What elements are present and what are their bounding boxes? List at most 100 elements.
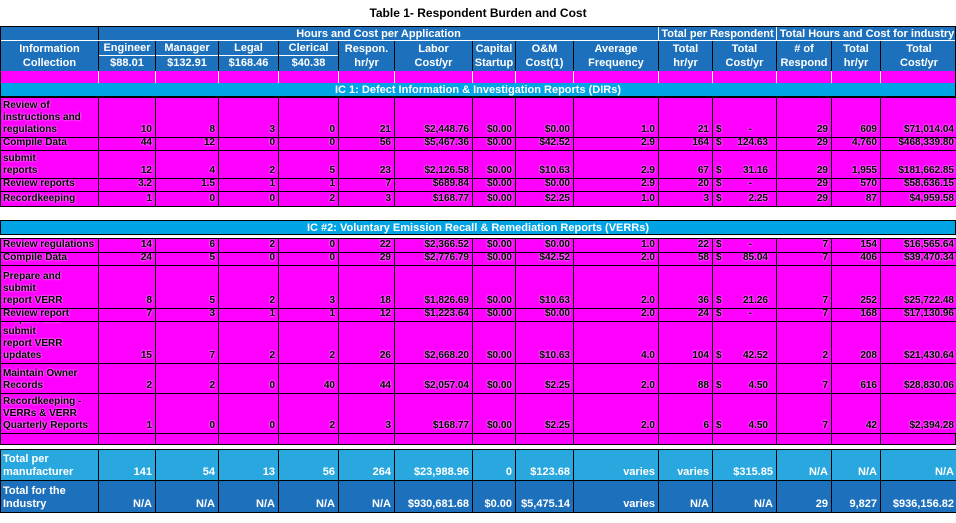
data-cell: $1,826.69 (395, 266, 473, 309)
separator-row-top (1, 71, 955, 83)
data-cell: 12 (339, 309, 395, 322)
data-cell: 7 (777, 253, 832, 266)
column-header-cell: Average Frequency (574, 41, 659, 71)
total-cell: 29 (777, 481, 832, 512)
data-cell: $42.52 (713, 322, 777, 364)
column-header-cell: Total Cost/yr (881, 41, 956, 71)
total-cell: N/A (659, 481, 713, 512)
data-cell: 1 (219, 179, 279, 192)
data-cell: 22 (659, 239, 713, 253)
separator-cell (1, 434, 99, 444)
column-header-sub: Cost(1) (525, 57, 564, 69)
total-cell: N/A (832, 450, 881, 481)
column-header-cell: Clerical $40.38 (279, 41, 339, 71)
data-cell: 104 (659, 322, 713, 364)
separator-cell (99, 434, 156, 444)
data-cell: $2,776.79 (395, 253, 473, 266)
data-cell: 18 (339, 266, 395, 309)
separator-cell (156, 71, 219, 83)
amount: - (748, 124, 752, 135)
data-cell: $85.04 (713, 253, 777, 266)
data-cell: $0.00 (473, 179, 516, 192)
amount: 2.25 (748, 193, 768, 204)
data-cell: $168.77 (395, 192, 473, 206)
data-cell: 7 (339, 179, 395, 192)
data-cell: $0.00 (516, 179, 574, 192)
column-header-name: Labor (418, 43, 449, 55)
table-row: Review reports 3.2 1.5 1 1 7 $689.84 $0.00 $0.00… (1, 179, 956, 192)
data-cell: 3 (339, 192, 395, 206)
data-cell: 5 (279, 151, 339, 179)
data-cell: 7 (777, 239, 832, 253)
section-ic1-rows: Review of instructions and regulations 10… (0, 97, 956, 207)
data-cell: 0 (156, 192, 219, 206)
dollar-sign: $ (716, 350, 722, 361)
data-cell: 44 (339, 364, 395, 394)
total-cell: N/A (279, 481, 339, 512)
table-row: Review regulations 14 6 2 0 22 $2,366.52 $0.00 $… (1, 239, 956, 253)
column-header-name: Total (731, 43, 758, 55)
data-cell: 42 (832, 394, 881, 434)
data-cell: $2,366.52 (395, 239, 473, 253)
data-cell: 8 (99, 266, 156, 309)
data-cell: 1.0 (574, 239, 659, 253)
data-cell: 2 (777, 322, 832, 364)
separator-row-bottom (1, 434, 955, 444)
data-cell: $4.50 (713, 364, 777, 394)
band-gap (0, 235, 956, 238)
total-cell: $0.00 (473, 481, 516, 512)
data-cell: 1.5 (156, 179, 219, 192)
total-cell: varies (574, 481, 659, 512)
row-label: Maintain Owner Records (1, 364, 99, 394)
column-header-cell: Capital Startup (473, 41, 516, 71)
group-hours-cost-per-application: Hours and Cost per Application (99, 27, 659, 40)
data-cell: 0 (219, 253, 279, 266)
data-cell: 1 (219, 309, 279, 322)
data-cell: $31.16 (713, 151, 777, 179)
column-header-name: Manager (156, 41, 218, 56)
total-cell: $5,475.14 (516, 481, 574, 512)
data-cell: $17,130.96 (881, 309, 956, 322)
total-row-label: Total for the Industry (1, 481, 99, 512)
separator-cell (156, 434, 219, 444)
column-header-sub: Frequency (588, 57, 644, 69)
data-cell: 3 (339, 394, 395, 434)
data-cell: $4,959.58 (881, 192, 956, 206)
data-cell: 0 (219, 364, 279, 394)
table-title: Table 1- Respondent Burden and Cost (369, 6, 587, 20)
data-cell: 164 (659, 138, 713, 151)
total-row: Total per manufacturer 141 54 13 56 264 $23,98… (1, 450, 956, 481)
data-cell: 2 (279, 322, 339, 364)
total-cell: $123.68 (516, 450, 574, 481)
separator-cell (881, 71, 956, 83)
row-label: Review report (1, 309, 99, 322)
data-cell: $2.25 (713, 192, 777, 206)
data-cell: 7 (777, 266, 832, 309)
data-cell: 44 (99, 138, 156, 151)
data-cell: 26 (339, 322, 395, 364)
separator-cell (574, 71, 659, 83)
table-row: Recordkeeping - VERRs & VERR Quarterly R… (1, 394, 956, 434)
group-total-industry: Total Hours and Cost for industry (779, 27, 955, 40)
row-label: Recordkeeping (1, 192, 99, 206)
data-cell: 2 (156, 364, 219, 394)
data-cell: $0.00 (516, 309, 574, 322)
total-cell: varies (659, 450, 713, 481)
column-header-rate: $168.46 (228, 57, 269, 69)
data-cell: 6 (156, 239, 219, 253)
data-cell: $ - (713, 98, 777, 138)
separator-cell (339, 434, 395, 444)
amount: - (748, 179, 752, 189)
data-cell: 2 (279, 394, 339, 434)
data-cell: 5 (156, 266, 219, 309)
data-cell: $468,339.80 (881, 138, 956, 151)
data-cell: 6 (659, 394, 713, 434)
data-cell: $2,126.58 (395, 151, 473, 179)
column-header-cell: Total hr/yr (832, 41, 881, 71)
data-cell: $2,394.28 (881, 394, 956, 434)
data-cell: 0 (279, 98, 339, 138)
total-cell: N/A (99, 481, 156, 512)
amount: - (748, 239, 752, 250)
data-cell: 2 (279, 192, 339, 206)
total-cell: $23,988.96 (395, 450, 473, 481)
